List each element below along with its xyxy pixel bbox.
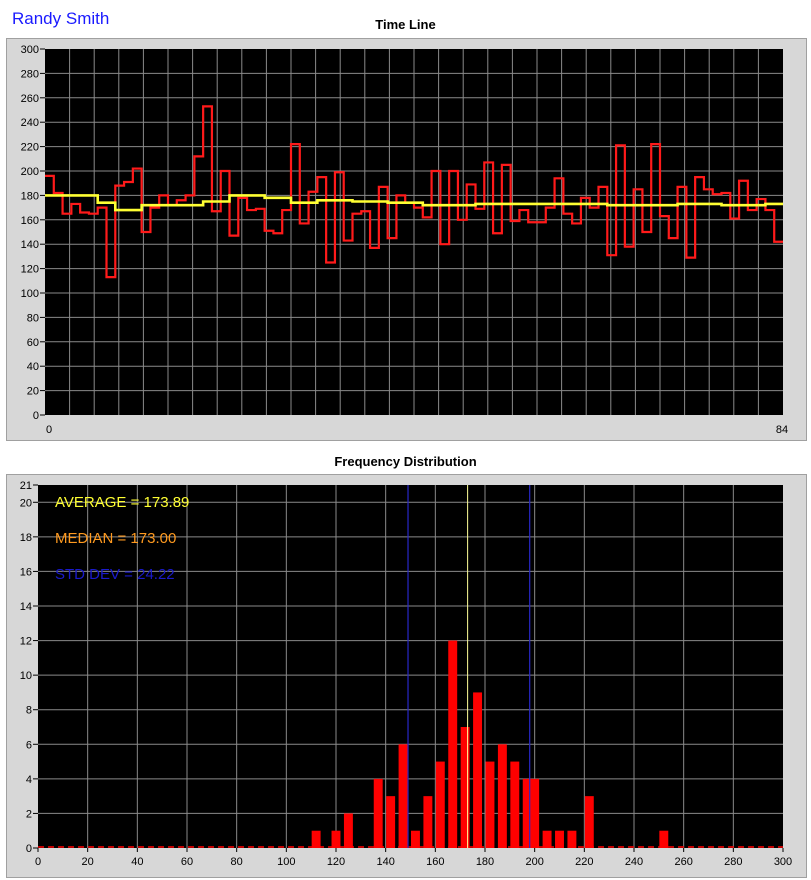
distribution-bar: [448, 640, 458, 848]
distribution-y-tick-label: 21: [20, 480, 32, 492]
distribution-y-tick-label: 4: [26, 774, 32, 786]
distribution-bar: [423, 796, 433, 848]
distribution-x-tick-label: 120: [327, 856, 345, 868]
distribution-bar: [584, 796, 594, 848]
timeline-y-tick-label: 80: [27, 312, 39, 324]
distribution-bar: [373, 778, 383, 848]
distribution-y-tick-label: 18: [20, 532, 32, 544]
timeline-y-tick-label: 300: [21, 44, 39, 56]
distribution-x-tick-label: 0: [35, 856, 41, 868]
median-annotation: MEDIAN = 173.00: [55, 530, 176, 547]
distribution-bar: [460, 727, 470, 848]
distribution-bar: [411, 830, 420, 848]
timeline-y-tick-label: 260: [21, 93, 39, 105]
distribution-x-tick-label: 220: [575, 856, 593, 868]
distribution-y-tick-label: 2: [26, 808, 32, 820]
timeline-y-tick-label: 100: [21, 288, 39, 300]
distribution-bar: [530, 778, 540, 848]
distribution-bar: [659, 830, 669, 848]
distribution-x-tick-label: 260: [674, 856, 692, 868]
timeline-x-tick-label: 0: [46, 424, 52, 436]
timeline-y-tick-label: 60: [27, 337, 39, 349]
distribution-bar: [343, 813, 353, 848]
timeline-y-tick-label: 20: [27, 386, 39, 398]
distribution-x-tick-label: 60: [181, 856, 193, 868]
timeline-y-tick-label: 120: [21, 264, 39, 276]
distribution-x-tick-label: 100: [277, 856, 295, 868]
distribution-x-tick-label: 80: [231, 856, 243, 868]
timeline-y-tick-label: 140: [21, 239, 39, 251]
timeline-y-tick-label: 160: [21, 215, 39, 227]
distribution-y-tick-label: 8: [26, 705, 32, 717]
distribution-x-tick-label: 300: [774, 856, 792, 868]
distribution-x-tick-label: 240: [625, 856, 643, 868]
distribution-x-tick-label: 200: [525, 856, 543, 868]
timeline-y-tick-label: 220: [21, 142, 39, 154]
timeline-chart-title: Time Line: [375, 17, 436, 32]
timeline-y-tick-label: 200: [21, 166, 39, 178]
timeline-x-tick-label: 84: [776, 424, 788, 436]
distribution-bar: [497, 744, 507, 848]
distribution-x-tick-label: 280: [724, 856, 742, 868]
distribution-y-tick-label: 0: [26, 843, 32, 855]
distribution-bar: [510, 761, 520, 848]
distribution-y-tick-label: 16: [20, 566, 32, 578]
distribution-y-tick-label: 14: [20, 601, 32, 613]
timeline-y-tick-label: 40: [27, 361, 39, 373]
distribution-bar: [435, 761, 445, 848]
distribution-bar: [311, 830, 321, 848]
timeline-running-average-line: [45, 194, 783, 212]
std-dev-annotation: STD DEV = 24.22: [55, 566, 175, 583]
distribution-x-tick-label: 140: [376, 856, 394, 868]
timeline-y-tick-label: 280: [21, 68, 39, 80]
distribution-x-tick-label: 160: [426, 856, 444, 868]
timeline-y-tick-label: 0: [33, 410, 39, 422]
distribution-y-tick-label: 6: [26, 739, 32, 751]
distribution-bar: [522, 778, 532, 848]
distribution-y-tick-label: 12: [20, 636, 32, 648]
distribution-x-tick-label: 180: [476, 856, 494, 868]
distribution-bar: [331, 830, 341, 848]
distribution-bar: [485, 761, 495, 848]
distribution-bar: [542, 830, 552, 848]
user-name: Randy Smith: [12, 9, 110, 28]
distribution-bar: [386, 796, 396, 848]
average-annotation: AVERAGE = 173.89: [55, 494, 189, 511]
distribution-plot-area: [38, 485, 783, 848]
distribution-x-tick-label: 40: [131, 856, 143, 868]
distribution-y-tick-label: 10: [20, 670, 32, 682]
distribution-x-tick-label: 20: [82, 856, 94, 868]
distribution-bar: [555, 830, 564, 848]
timeline-y-tick-label: 240: [21, 117, 39, 129]
distribution-bar: [473, 692, 483, 848]
distribution-y-tick-label: 20: [20, 497, 32, 509]
timeline-y-tick-label: 180: [21, 190, 39, 202]
distribution-chart-title: Frequency Distribution: [334, 454, 477, 469]
distribution-bar: [567, 830, 577, 848]
distribution-bar: [398, 744, 408, 848]
